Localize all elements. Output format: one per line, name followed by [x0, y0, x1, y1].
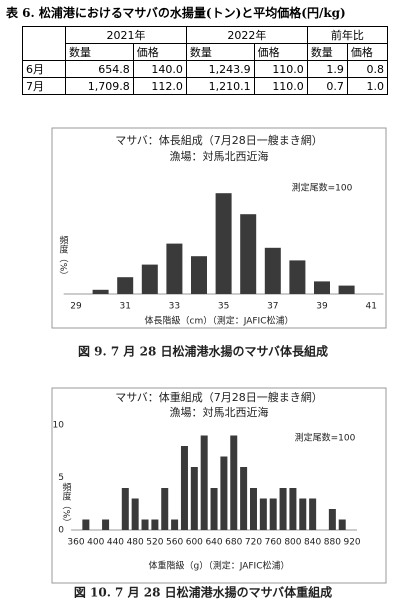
- annotation: 測定尾数=100: [295, 432, 356, 444]
- x-axis-label: 体重階級（g）（測定：JAFIC松浦）: [149, 560, 290, 572]
- x-tick-label: 560: [166, 538, 183, 548]
- value-cell: 1,243.9: [185, 60, 255, 78]
- bar: [171, 519, 179, 530]
- sub-header: 価格: [346, 43, 389, 61]
- x-tick-label: 800: [284, 538, 301, 548]
- x-tick-label: 400: [87, 538, 104, 548]
- figure-caption: 図 9. 7 月 28 日松浦港水揚のマサバ体長組成: [78, 344, 328, 359]
- data-table: 2021年 2022年 前年比 数量 価格 数量 価格 数量 価格 6月 654.8 140.0 1,2…: [22, 26, 389, 95]
- bar: [249, 488, 257, 530]
- bar: [102, 519, 110, 530]
- x-tick-label: 35: [218, 302, 229, 312]
- bar: [215, 193, 232, 294]
- bar: [289, 488, 297, 530]
- bar: [338, 285, 355, 294]
- x-tick-label: 39: [316, 302, 328, 312]
- bar: [220, 456, 228, 530]
- bar: [180, 446, 188, 530]
- x-tick-label: 880: [324, 538, 341, 548]
- bar: [210, 488, 218, 530]
- x-tick-label: 37: [267, 302, 278, 312]
- bar: [141, 264, 158, 294]
- x-tick-label: 520: [146, 538, 163, 548]
- chart-frame: [51, 127, 387, 329]
- bar: [92, 289, 109, 294]
- bar: [161, 488, 169, 530]
- value-cell: 140.0: [132, 60, 187, 78]
- value-cell: 110.0: [253, 60, 308, 78]
- value-cell: 1.0: [346, 77, 389, 95]
- table-row: 数量 価格 数量 価格 数量 価格: [23, 43, 389, 61]
- table-row: 7月 1,709.8 112.0 1,210.1 110.0 0.7 1.0: [22, 77, 389, 95]
- annotation: 測定尾数=100: [292, 182, 353, 194]
- chart-subtitle: 漁場：対馬北西近海: [170, 149, 269, 163]
- chart-title: マサバ：体重組成（7月28日一艘まき網）: [115, 390, 323, 404]
- row-label: 6月: [22, 60, 66, 78]
- x-tick-label: 440: [107, 538, 124, 548]
- bar: [309, 498, 317, 530]
- value-cell: 1,709.8: [65, 77, 134, 95]
- bar: [82, 519, 90, 530]
- x-tick-label: 840: [304, 538, 321, 548]
- table-title: 表 6. 松浦港におけるマサバの水揚量(トン)と平均価格(円/kg): [6, 6, 346, 20]
- y-tick-label: 5: [58, 473, 64, 483]
- x-tick-label: 600: [186, 538, 203, 548]
- y-tick-label: 10: [53, 421, 65, 431]
- corner-cell: [22, 26, 66, 61]
- y-axis-label: 頻度（%）: [58, 235, 69, 281]
- value-cell: 112.0: [132, 77, 187, 95]
- x-tick-label: 680: [225, 538, 242, 548]
- sub-header: 価格: [132, 43, 187, 61]
- x-axis-label: 体長階級（cm）（測定：JAFIC松浦）: [145, 315, 294, 327]
- y-tick-label: 0: [58, 526, 64, 536]
- figure-caption: 図 10. 7 月 28 日松浦港水揚のマサバ体重組成: [74, 585, 332, 600]
- bar: [190, 467, 198, 530]
- bar: [269, 498, 277, 530]
- bar: [279, 488, 287, 530]
- group-header: 2021年: [65, 26, 187, 44]
- chart-frame: [51, 387, 387, 584]
- bar: [166, 243, 183, 294]
- bar: [200, 435, 208, 530]
- x-tick-label: 720: [245, 538, 262, 548]
- bar: [131, 498, 139, 530]
- chart-title: マサバ：体長組成（7月28日一艘まき網）: [115, 133, 323, 147]
- x-tick-label: 29: [70, 302, 82, 312]
- value-cell: 110.0: [253, 77, 308, 95]
- bar: [299, 498, 307, 530]
- row-label: 7月: [22, 77, 66, 95]
- table-row: 2021年 2022年 前年比: [22, 26, 389, 61]
- x-tick-label: 480: [127, 538, 144, 548]
- sub-header: 数量: [65, 43, 134, 61]
- x-tick-label: 640: [205, 538, 222, 548]
- x-tick-label: 41: [365, 302, 376, 312]
- bar: [121, 488, 129, 530]
- bar: [314, 281, 330, 294]
- bar: [141, 519, 149, 530]
- x-tick-label: 360: [67, 538, 84, 548]
- chart-subtitle: 漁場：対馬北西近海: [170, 405, 269, 419]
- bar: [191, 256, 207, 294]
- y-axis-label: 頻度（%）: [61, 482, 72, 528]
- x-tick-label: 31: [119, 302, 130, 312]
- bar: [264, 247, 281, 294]
- bar: [117, 277, 134, 294]
- x-tick-label: 760: [265, 538, 282, 548]
- bar: [338, 519, 346, 530]
- bar: [240, 467, 248, 530]
- bar: [240, 214, 257, 294]
- bar: [328, 509, 336, 530]
- x-tick-label: 33: [169, 302, 180, 312]
- bar: [151, 519, 159, 530]
- bar: [259, 498, 267, 530]
- bar: [230, 435, 238, 530]
- bar: [289, 260, 306, 294]
- table-row: 6月 654.8 140.0 1,243.9 110.0 1.9 0.8: [22, 60, 389, 78]
- x-tick-label: 920: [343, 538, 360, 548]
- value-cell: 1,210.1: [185, 77, 255, 95]
